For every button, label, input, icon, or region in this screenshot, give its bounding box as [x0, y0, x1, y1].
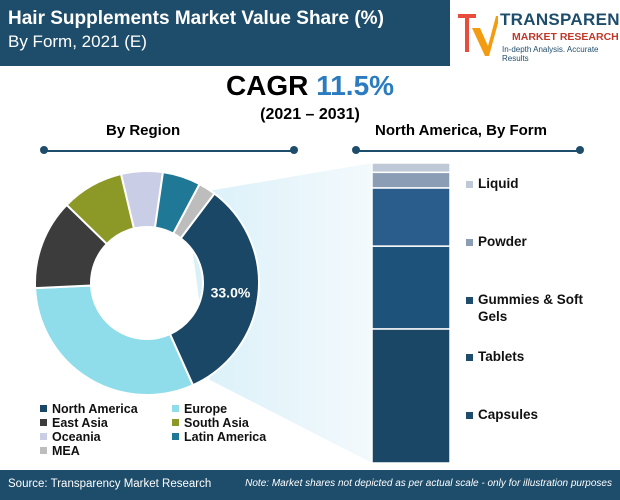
donut-slice-north-america [168, 192, 260, 387]
brand-sub: MARKET RESEARCH [512, 31, 619, 43]
bar-segment-powder [371, 171, 451, 189]
legend-swatch-europe [172, 405, 179, 413]
rule-dot-icon [40, 146, 48, 154]
section-label-form: North America, By Form [375, 122, 547, 139]
legend-item-south-asia: South Asia [172, 416, 249, 430]
donut-chart: 33.0% [34, 170, 260, 396]
legend-swatch-tablets [466, 354, 473, 361]
legend-swatch-liquid [466, 181, 473, 188]
legend-item-latin-america: Latin America [172, 430, 266, 444]
form-label-capsules: Capsules [478, 407, 539, 422]
legend-item-mea: MEA [40, 444, 80, 458]
cagr-prefix: CAGR [225, 70, 309, 101]
chart-title: Hair Supplements Market Value Share (%) [8, 8, 384, 29]
brand-tagline: In-depth Analysis. Accurate Results [502, 45, 599, 63]
legend-label: Oceania [52, 430, 101, 444]
legend-swatch-mea [40, 447, 47, 455]
donut-slice-europe [34, 284, 195, 396]
rule-dot-icon [352, 146, 360, 154]
section-label-region: By Region [106, 122, 181, 139]
brand-mark-icon [458, 14, 498, 56]
chart-subtitle: By Form, 2021 (E) [8, 32, 147, 51]
form-label-tablets: Tablets [478, 349, 525, 364]
form-label-liquid: Liquid [478, 176, 519, 191]
section-rule-right [356, 150, 580, 152]
legend-label: MEA [52, 444, 80, 458]
header-banner: Hair Supplements Market Value Share (%) … [0, 0, 450, 66]
section-rule-left [44, 150, 294, 152]
stacked-bar-chart [371, 162, 451, 464]
brand-name: TRANSPARENCY [500, 10, 620, 29]
legend-swatch-oceania [40, 433, 47, 441]
legend-label: South Asia [184, 416, 249, 430]
legend-label: Europe [184, 402, 228, 416]
legend-swatch-powder [466, 239, 473, 246]
footer-source: Source: Transparency Market Research [8, 478, 212, 490]
legend-item-north-america: North America [40, 402, 138, 416]
legend-swatch-east-asia [40, 419, 47, 427]
legend-swatch-south-asia [172, 419, 179, 427]
donut-slice-mea [171, 182, 216, 240]
cagr-heading: CAGR 11.5% [0, 70, 620, 102]
legend-label: East Asia [52, 416, 108, 430]
form-label-powder: Powder [478, 234, 527, 249]
legend-swatch-north-america [40, 405, 47, 413]
rule-dot-icon [576, 146, 584, 154]
bar-segment-gummies-and-soft-gels [371, 187, 451, 247]
legend-label: North America [52, 402, 138, 416]
bar-segment-liquid [371, 162, 451, 174]
legend-swatch-latin-america [172, 433, 179, 441]
cagr-value: 11.5% [316, 70, 395, 101]
legend-item-oceania: Oceania [40, 430, 101, 444]
form-label-gummies-and-soft-gels: Gummies & Soft Gels [478, 292, 584, 324]
legend-swatch-gummies-and-soft-gels [466, 297, 473, 304]
rule-dot-icon [290, 146, 298, 154]
footer-bar: Source: Transparency Market Research Not… [0, 470, 620, 500]
legend-swatch-capsules [466, 412, 473, 419]
donut-value-label: 33.0% [211, 284, 251, 300]
bar-segment-capsules [371, 328, 451, 464]
legend-label: Latin America [184, 430, 267, 444]
brand-logo: TRANSPARENCY MARKET RESEARCH In-depth An… [452, 4, 620, 64]
cagr-years: (2021 – 2031) [260, 106, 360, 123]
bar-segment-tablets [371, 245, 451, 330]
legend-item-east-asia: East Asia [40, 416, 108, 430]
legend-item-europe: Europe [172, 402, 227, 416]
footer-note: Note: Market shares not depicted as per … [245, 478, 612, 489]
